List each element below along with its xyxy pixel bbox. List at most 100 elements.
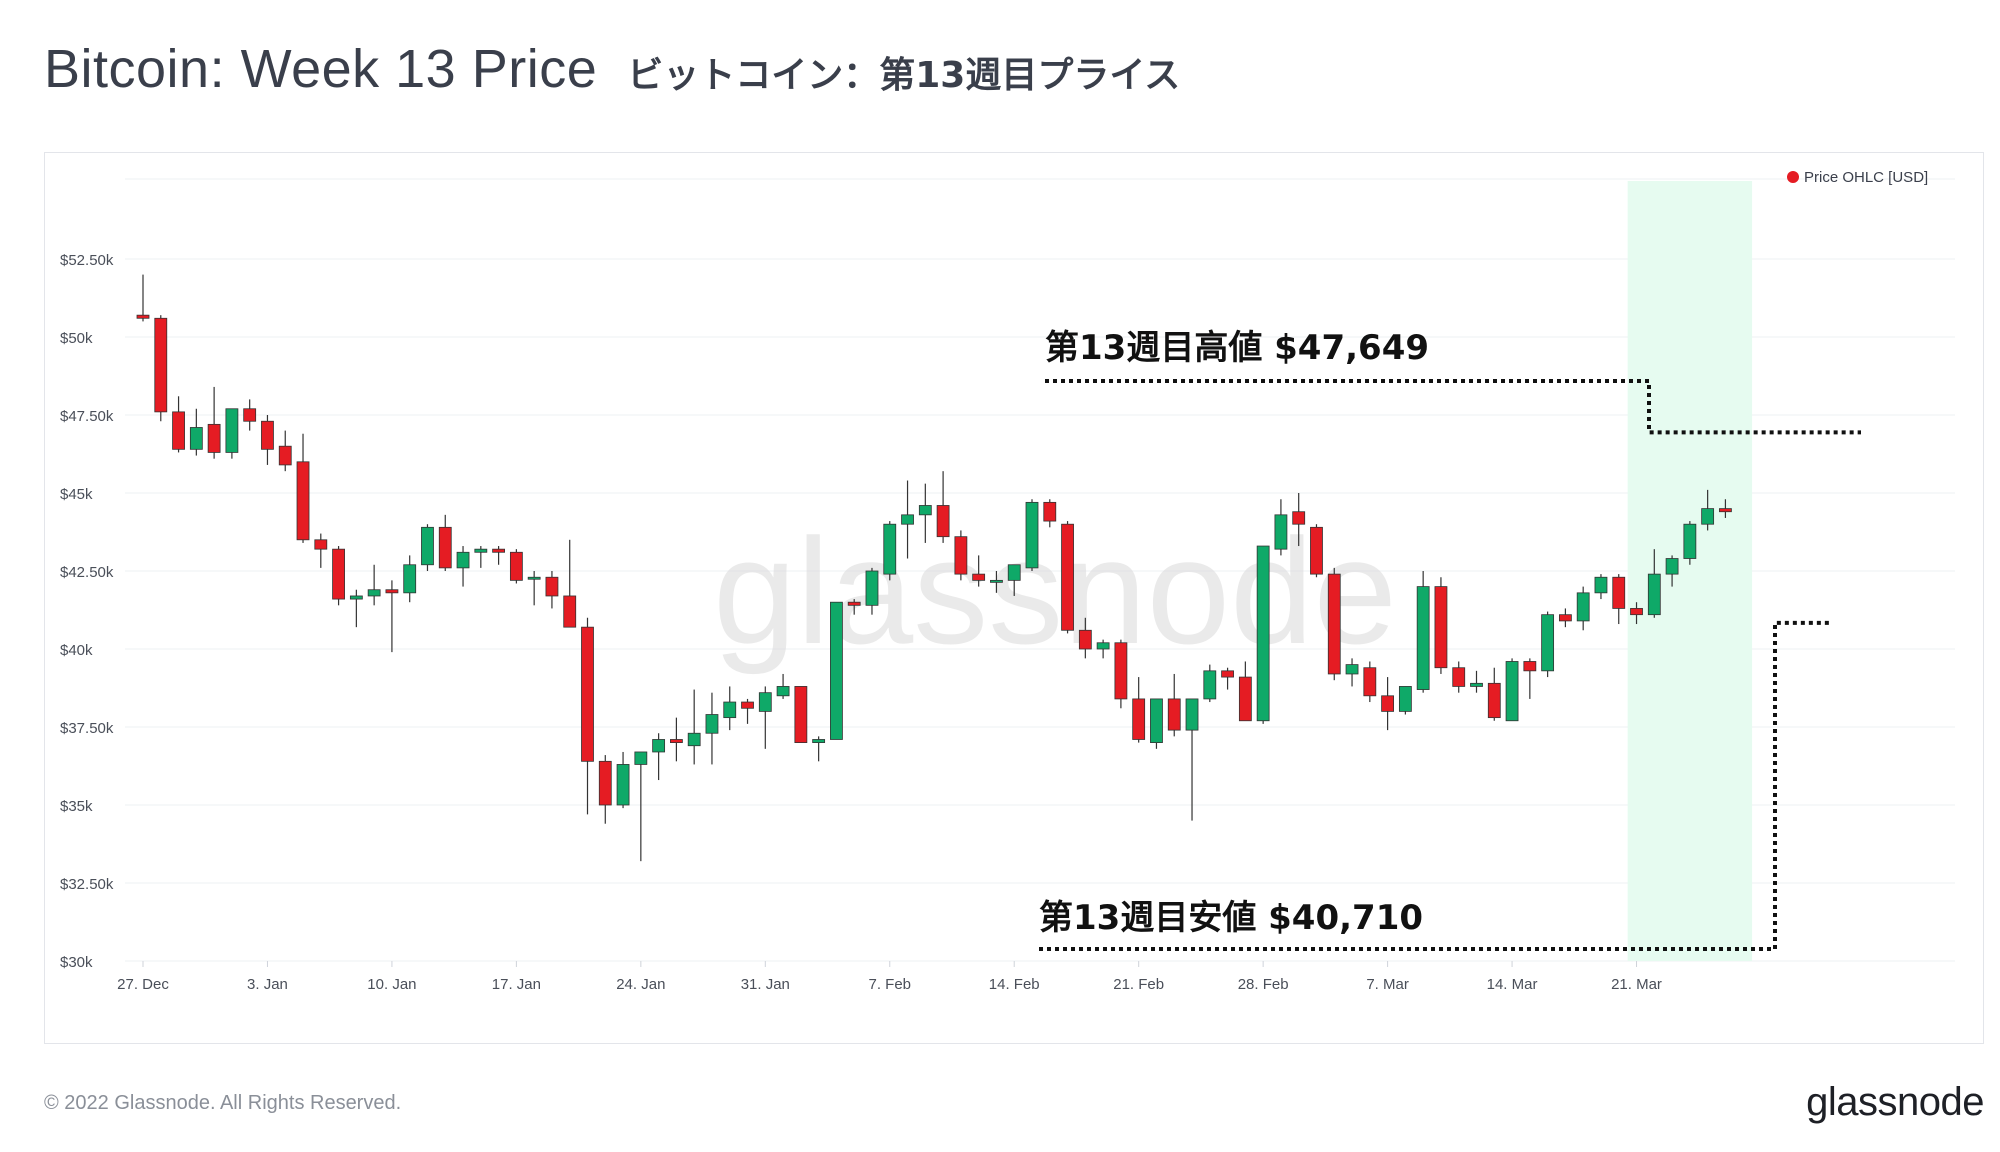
candle-body xyxy=(1221,670,1234,678)
x-tick-label: 27. Dec xyxy=(117,976,169,993)
candle xyxy=(1345,658,1359,687)
x-tick-label: 31. Jan xyxy=(741,976,790,993)
candle-body xyxy=(438,526,452,569)
candle xyxy=(1487,667,1501,721)
candle xyxy=(847,599,861,615)
candle xyxy=(172,396,185,453)
candle-body xyxy=(1132,698,1146,740)
x-tick-label: 17. Jan xyxy=(492,976,541,993)
candle-body xyxy=(243,408,257,422)
candle xyxy=(1452,661,1466,693)
candle xyxy=(474,546,488,568)
candle xyxy=(189,408,203,456)
candle xyxy=(1398,686,1412,715)
candle-body xyxy=(207,423,221,453)
y-tick-label: $45k xyxy=(60,486,93,503)
high-annotation-line xyxy=(1045,379,1861,435)
candle xyxy=(634,751,648,862)
candle-body xyxy=(1434,586,1448,669)
y-tick-label: $32.50k xyxy=(60,876,114,893)
candle xyxy=(1647,549,1661,618)
candle-body xyxy=(385,589,399,594)
candle xyxy=(1576,586,1590,631)
candle xyxy=(421,524,434,571)
candle-body xyxy=(1683,523,1697,559)
y-tick-label: $52.50k xyxy=(60,252,114,269)
candle-body xyxy=(1487,682,1501,719)
candle xyxy=(990,571,1003,593)
candle-body xyxy=(936,505,950,538)
candle-body xyxy=(136,314,150,319)
candle xyxy=(1381,677,1394,731)
candle xyxy=(652,733,666,781)
candle xyxy=(261,415,274,465)
candle xyxy=(1541,611,1555,678)
candle xyxy=(1025,499,1039,571)
candle xyxy=(794,686,808,744)
candle-body xyxy=(1665,558,1679,575)
candle-body xyxy=(1416,586,1430,690)
candle xyxy=(1665,555,1679,587)
candle-body xyxy=(225,408,239,453)
y-tick-label: $47.50k xyxy=(60,408,114,425)
candle-body xyxy=(1274,514,1288,550)
candle xyxy=(1043,499,1057,528)
candle-body xyxy=(189,427,203,450)
candle xyxy=(1150,698,1163,749)
candle-body xyxy=(794,686,808,744)
candle xyxy=(1256,545,1270,724)
candle-body xyxy=(1612,576,1626,609)
candle xyxy=(154,315,168,422)
candle xyxy=(1327,567,1341,681)
candle-body xyxy=(1327,573,1341,675)
legend-label: Price OHLC [USD] xyxy=(1804,169,1928,186)
candle-body xyxy=(278,445,292,466)
x-tick-label: 21. Mar xyxy=(1611,976,1662,993)
candle xyxy=(1470,670,1483,693)
x-tick-label: 28. Feb xyxy=(1238,976,1289,993)
candle-body xyxy=(1043,501,1057,522)
high-annotation-label: 第13週目高値 $47,649 xyxy=(1045,328,1429,368)
y-tick-label: $30k xyxy=(60,954,93,971)
candle-body xyxy=(509,551,523,581)
candle xyxy=(1167,673,1181,737)
candle-body xyxy=(1150,698,1163,743)
candle-body xyxy=(1238,676,1252,722)
candle-body xyxy=(1559,614,1572,622)
candle xyxy=(1612,574,1626,625)
candle xyxy=(332,546,345,606)
candle xyxy=(1363,661,1377,703)
candle-body xyxy=(1541,614,1555,672)
candle-body xyxy=(349,595,363,600)
candle xyxy=(243,399,257,431)
candle-body xyxy=(1523,661,1537,672)
candle-body xyxy=(634,751,648,765)
candle xyxy=(1701,489,1715,531)
candle xyxy=(1416,571,1430,693)
x-tick-label: 3. Jan xyxy=(247,976,288,993)
candle xyxy=(918,483,932,543)
candle-body xyxy=(456,551,470,569)
candle-body xyxy=(1256,545,1270,722)
candle-body xyxy=(830,601,843,740)
candle-body xyxy=(1025,501,1039,569)
chart-frame: glassnode $30k $32.50k $35k $37.50k $40k $42.… xyxy=(44,152,1984,1044)
candle xyxy=(883,521,897,581)
candle-body xyxy=(954,536,968,575)
candle-body xyxy=(723,701,737,719)
low-annotation-label: 第13週目安値 $40,710 xyxy=(1039,898,1423,938)
candle xyxy=(1114,639,1128,709)
candle xyxy=(545,571,559,609)
x-tick-label: 7. Mar xyxy=(1366,976,1409,993)
candle-body xyxy=(1719,508,1732,513)
legend-marker xyxy=(1787,171,1799,183)
candle xyxy=(812,736,826,762)
x-tick-label: 10. Jan xyxy=(367,976,416,993)
candle xyxy=(492,546,506,565)
candle-body xyxy=(1701,508,1715,525)
candle xyxy=(207,386,221,459)
candle-body xyxy=(474,548,488,553)
candle-body xyxy=(1167,698,1181,731)
candle xyxy=(1078,617,1092,659)
header: Bitcoin: Week 13 Price ビットコイン：第13週目プライス xyxy=(44,38,1180,100)
